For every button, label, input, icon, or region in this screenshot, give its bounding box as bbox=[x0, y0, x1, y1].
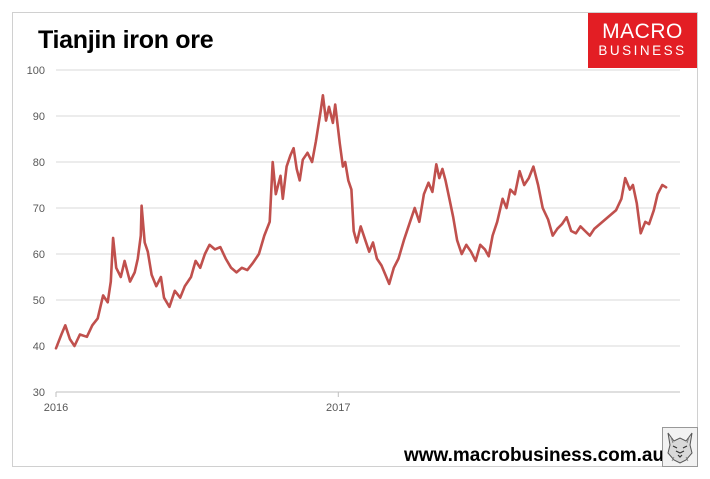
y-tick-label: 60 bbox=[33, 249, 45, 261]
y-tick-label: 40 bbox=[33, 341, 45, 353]
y-tick-label: 70 bbox=[33, 203, 45, 215]
website-url: www.macrobusiness.com.au bbox=[404, 445, 665, 466]
y-axis-ticks: 30 40 50 60 70 80 90 100 bbox=[27, 65, 45, 399]
y-tick-label: 30 bbox=[33, 387, 45, 399]
logo-line-2: BUSINESS bbox=[598, 43, 687, 58]
x-axis-ticks: 2016 2017 bbox=[44, 392, 351, 414]
logo-line-1: MACRO bbox=[602, 20, 683, 43]
y-tick-label: 80 bbox=[33, 157, 45, 169]
y-tick-label: 100 bbox=[27, 65, 45, 77]
y-tick-label: 50 bbox=[33, 295, 45, 307]
gridlines bbox=[56, 69, 680, 393]
macrobusiness-logo: MACRO BUSINESS bbox=[588, 13, 697, 68]
y-tick-label: 90 bbox=[33, 111, 45, 123]
x-tick-label: 2016 bbox=[44, 402, 68, 414]
x-tick-label: 2017 bbox=[326, 402, 350, 414]
chart-title: Tianjin iron ore bbox=[38, 26, 214, 54]
series-line-iron-ore bbox=[54, 94, 668, 350]
wolf-logo-icon bbox=[662, 427, 698, 467]
